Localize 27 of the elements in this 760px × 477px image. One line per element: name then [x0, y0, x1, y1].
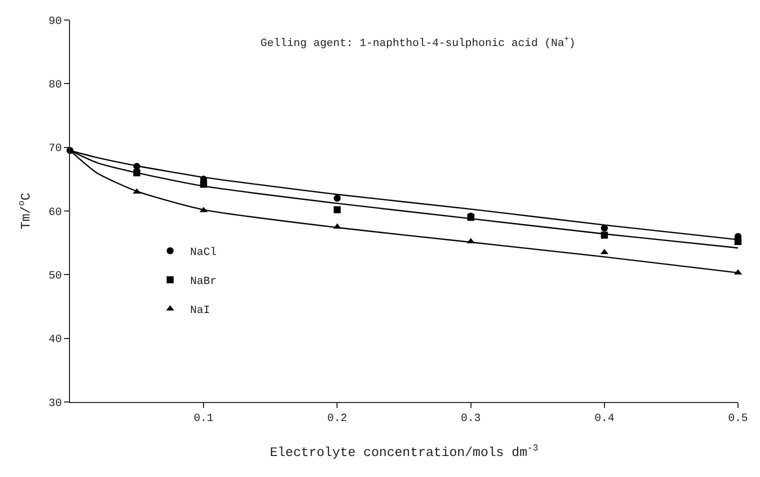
legend-label: NaI [190, 305, 210, 318]
text: Gelling agent: 1-naphthol-4-sulphonic acid (Na$^{+}$) [260, 36, 576, 50]
x-tick-label: 0.4 [594, 413, 615, 426]
point [334, 194, 341, 202]
y-tick-label: 60 [48, 206, 62, 219]
point [600, 224, 608, 232]
point [334, 206, 341, 214]
point [600, 248, 608, 254]
x-tick-label: 0.3 [460, 413, 481, 426]
point [600, 232, 608, 239]
y-tick-label: 40 [48, 334, 62, 346]
legend-label: NaBr [190, 276, 217, 288]
point [333, 223, 342, 229]
y-tick-label: 90 [48, 16, 62, 28]
y-tick-label: 70 [48, 143, 62, 156]
point [200, 206, 208, 212]
x-tick-label: 0.1 [194, 413, 214, 426]
x-tick-label: 0.2 [327, 413, 348, 426]
y-tick-label: 30 [48, 398, 62, 410]
x-axis-title: Electrolyte concentration/mols dm$^{-3}$ [270, 442, 538, 460]
y-tick-label: 80 [48, 80, 62, 92]
point [133, 169, 140, 176]
legend-label: NaCl [190, 247, 217, 260]
point [132, 188, 141, 194]
x-tick-label: 0.5 [728, 413, 748, 426]
y-tick-label: 50 [48, 270, 62, 283]
point [133, 162, 140, 170]
